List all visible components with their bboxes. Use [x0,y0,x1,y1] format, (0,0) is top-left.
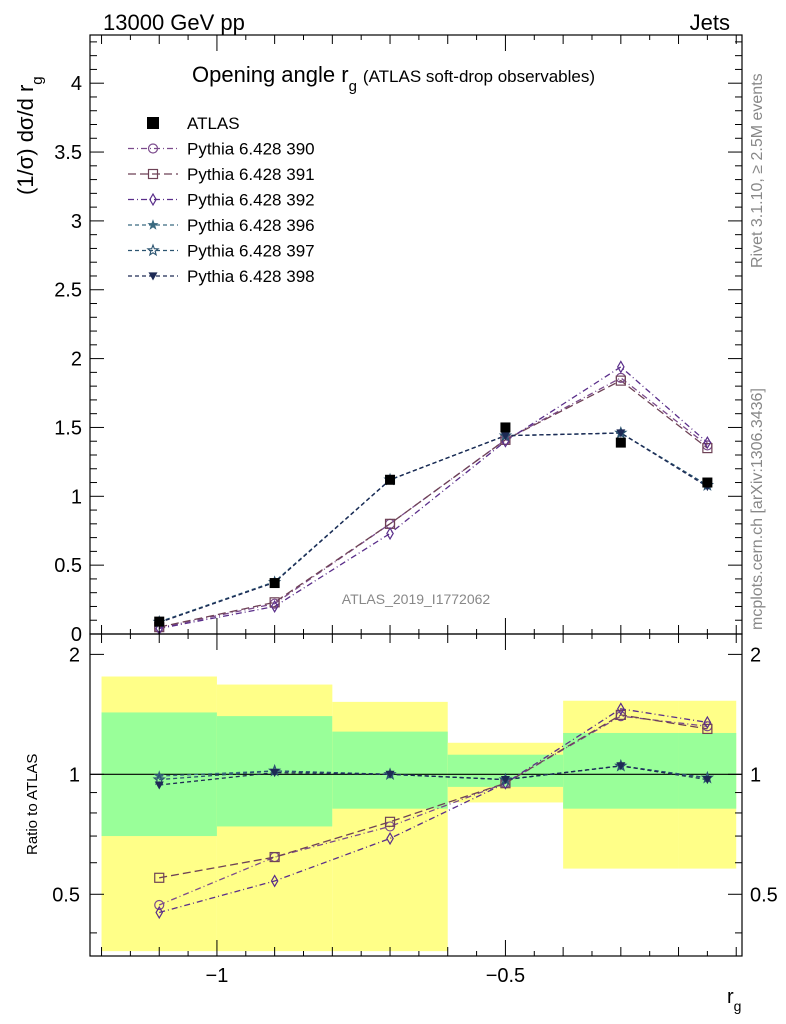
plot-title: Opening angle rg(ATLAS soft-drop observa… [192,62,595,95]
atlas-point-3 [500,422,511,433]
ratio-series-1-point-4 [615,709,626,720]
ratio-series-5-point-5 [702,776,712,785]
legend-label-5: Pythia 6.428 398 [187,267,315,286]
legend-marker-2 [149,192,157,207]
legend-label-4: Pythia 6.428 397 [187,242,315,261]
ratio-series-1-point-5 [702,723,713,735]
series-2-point-1 [270,599,279,614]
series-line-5 [158,432,708,624]
main-ytick-label-2: 1 [71,486,82,508]
atlas-point-4 [615,437,626,448]
ratio-series-5-point-3 [500,776,510,785]
series-1-point-1 [269,597,280,608]
atlas-point-5 [702,477,713,488]
legend: ATLAS Pythia 6.428 390 Pythia 6.428 391 Pyt… [128,114,315,286]
rivet-label: Rivet 3.1.10, ≥ 2.5M events [749,73,766,268]
ratio-series-lines [158,708,708,914]
ratio-series-2-point-5 [703,715,712,729]
series-line-1 [159,379,708,628]
main-ytick-label-8: 4 [71,73,82,95]
atlas-data-points [154,422,713,627]
main-ytick-label-0: 0 [71,624,82,646]
ratio-series-5-point-4 [616,762,626,771]
y-axis-label: (1/σ) dσ/d rg [13,76,46,195]
ratio-ytick-label-right-1: 1 [750,764,761,786]
ratio-line-2 [159,708,708,914]
ratio-ytick-label-0: 0.5 [52,884,80,906]
ratio-line-1 [159,714,708,879]
ratio-series-2-point-1 [270,874,279,888]
ratio-y-axis-label: Ratio to ATLAS [24,754,41,855]
ratio-series-5-point-2 [385,770,395,779]
main-ytick-label-6: 3 [71,211,82,233]
legend-marker-0 [147,143,159,154]
ratio-ytick-label-1: 1 [69,764,80,786]
atlas-point-0 [154,616,165,627]
ratio-series-2-point-2 [386,831,394,846]
main-ytick-label-5: 2.5 [54,280,82,302]
ratio-ytick-label-right-0: 0.5 [750,884,778,906]
series-2-point-5 [703,436,712,450]
ratio-series-2-point-4 [616,702,625,716]
xtick-label-0: −1 [206,965,229,987]
ratio-series-1-point-2 [384,816,396,827]
main-ytick-label-1: 0.5 [54,555,82,577]
header-left: 13000 GeV pp [103,10,245,35]
ratio-line-5 [159,765,708,786]
main-ytick-label-4: 2 [71,349,82,371]
axes-frame: 0 0.5 1 1.5 2 2.5 3 3.5 4 0.5 0.5 1 1 2 2 −1 −0.5 [52,34,778,987]
ratio-ytick-label-right-2: 2 [750,644,761,666]
ratio-frame [89,633,743,957]
ratio-series-1-point-0 [154,872,165,883]
legend-label-3: Pythia 6.428 396 [187,216,315,235]
legend-marker-4 [146,243,160,257]
series-1-point-5 [702,443,713,454]
header-right: Jets [690,10,730,35]
legend-label-2: Pythia 6.428 392 [187,191,315,210]
series-5-point-3 [500,432,510,441]
series-2-point-2 [386,526,394,541]
ratio-uncertainty-bands [90,676,742,952]
legend-label-1: Pythia 6.428 391 [187,165,315,184]
series-2-point-4 [616,360,625,374]
series-line-2 [159,366,708,630]
atlas-point-1 [269,578,280,589]
ratio-line-0 [158,715,708,906]
series-5-point-4 [616,429,626,438]
ratio-ytick-label-2: 2 [69,644,80,666]
xtick-label-1: −0.5 [486,965,525,987]
series-1-point-4 [615,375,626,386]
main-ytick-label-7: 3.5 [54,142,82,164]
band-inner-5 [678,732,737,809]
mcplots-label: mcplots.cern.ch [arXiv:1306.3436] [749,388,766,630]
ratio-series-5-point-1 [270,769,280,778]
legend-label-0: Pythia 6.428 390 [187,140,315,159]
analysis-watermark: ATLAS_2019_I1772062 [342,591,491,607]
legend-marker-5 [148,272,158,281]
main-series-lines [158,366,708,630]
ratio-series-0-point-0 [154,899,165,911]
ratio-series-1-point-1 [269,851,280,863]
legend-marker-1 [147,168,159,180]
legend-marker-3 [147,219,159,230]
ratio-series-2-point-0 [155,905,164,920]
main-ytick-label-3: 1.5 [54,417,82,439]
ratio-series-markers [152,702,715,920]
x-axis-label: rg [727,986,741,1014]
legend-label-atlas: ATLAS [187,114,240,133]
ratio-series-5-point-0 [154,781,164,790]
legend-marker-atlas [147,117,159,129]
atlas-point-2 [385,474,396,485]
